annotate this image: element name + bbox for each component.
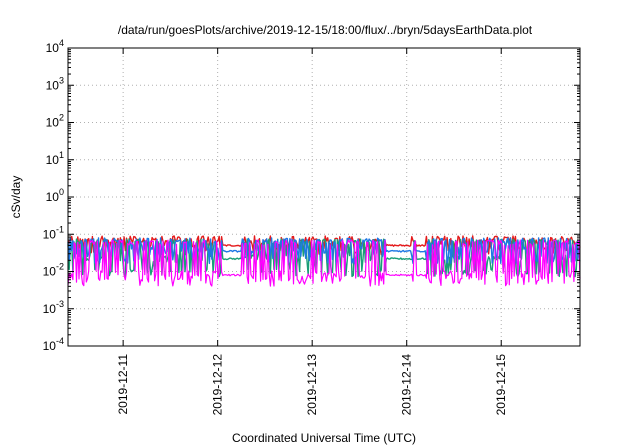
y-tick-label: 10-1 (43, 224, 64, 241)
y-tick-label: 10-2 (43, 262, 64, 279)
x-tick-label: 2019-12-12 (211, 354, 225, 416)
x-tick-label: 2019-12-15 (494, 354, 508, 416)
y-tick-label: 10-3 (43, 299, 64, 316)
ticks: 10-4 10-3 10-2 10-1 100 101 102 103 104 2019-12-1… (43, 38, 580, 415)
y-tick-label: 104 (46, 38, 64, 55)
x-axis-label: Coordinated Universal Time (UTC) (232, 431, 416, 445)
grid (68, 48, 580, 346)
chart-title: /data/run/goesPlots/archive/2019-12-15/1… (118, 23, 533, 37)
x-tick-label: 2019-12-13 (305, 354, 319, 416)
y-tick-label: 10-4 (43, 336, 64, 353)
x-tick-label: 2019-12-11 (116, 354, 130, 415)
y-axis-label: cSv/day (9, 176, 23, 219)
series-layer (67, 235, 581, 287)
y-tick-label: 101 (46, 150, 64, 167)
x-tick-label: 2019-12-14 (400, 354, 414, 416)
y-tick-label: 103 (46, 75, 64, 92)
y-tick-label: 100 (46, 187, 64, 204)
series-line (67, 239, 581, 287)
y-tick-label: 102 (46, 113, 64, 130)
